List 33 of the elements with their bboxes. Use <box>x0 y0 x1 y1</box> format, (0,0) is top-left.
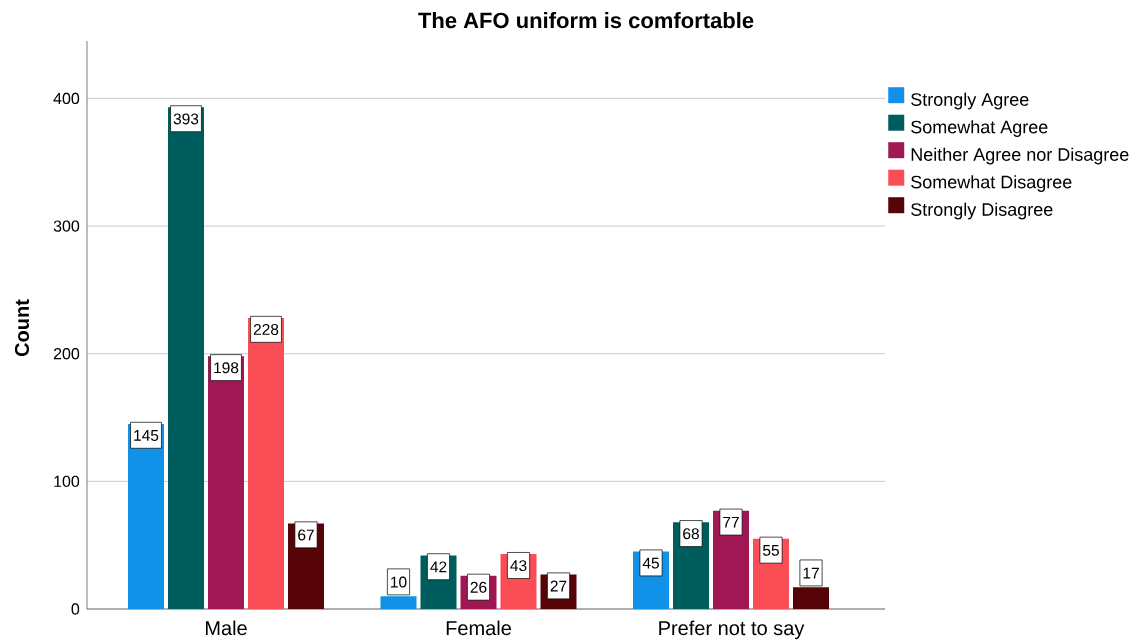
data-label: 26 <box>470 581 487 593</box>
data-label: 68 <box>683 528 699 540</box>
legend-label: Somewhat Disagree <box>911 175 1072 192</box>
y-tick-label: 200 <box>53 348 80 360</box>
data-label: 145 <box>134 430 159 441</box>
legend-label: Somewhat Agree <box>911 120 1048 137</box>
legend-label: Neither Agree nor Disagree <box>911 147 1129 165</box>
data-label: 67 <box>298 529 314 541</box>
data-label: 17 <box>803 567 819 579</box>
y-tick-label: 400 <box>53 92 80 105</box>
data-label: 393 <box>173 113 199 125</box>
data-label: 10 <box>391 576 407 588</box>
legend-label: Strongly Disagree <box>911 202 1053 220</box>
data-label: 77 <box>723 516 739 528</box>
data-label: 43 <box>510 560 527 572</box>
bar <box>248 317 284 609</box>
y-axis-title: Count <box>14 299 30 357</box>
data-label: 45 <box>642 557 659 569</box>
data-label: 228 <box>253 324 279 335</box>
data-label: 27 <box>550 580 567 592</box>
chart-title: The AFO uniform is comfortable <box>418 12 754 29</box>
y-tick-label: 100 <box>54 475 80 488</box>
data-label: 55 <box>763 544 779 556</box>
y-tick-label: 0 <box>71 603 80 615</box>
data-label: 198 <box>214 362 239 374</box>
data-label: 42 <box>430 561 447 573</box>
x-tick-label: Prefer not to say <box>659 620 805 640</box>
x-tick-label: Female <box>446 620 511 636</box>
bar <box>208 356 244 609</box>
x-tick-label: Male <box>205 620 247 636</box>
legend-label: Strongly Agree <box>911 92 1029 110</box>
y-tick-label: 300 <box>53 220 80 232</box>
bar <box>168 107 204 609</box>
